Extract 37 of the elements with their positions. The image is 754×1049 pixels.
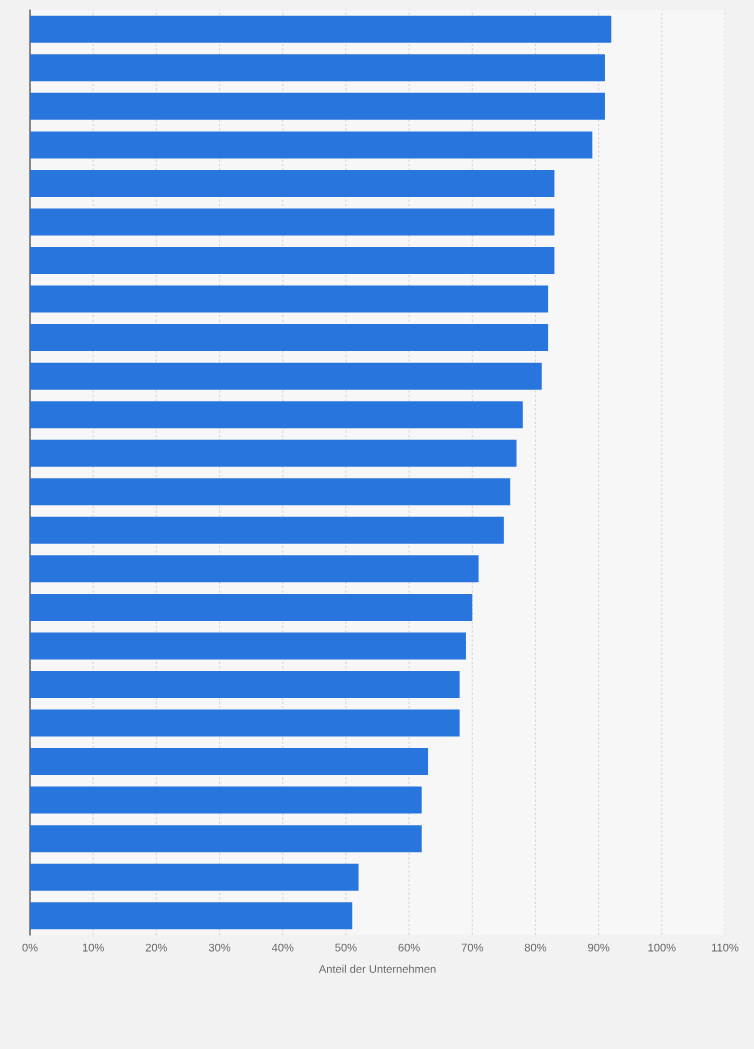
x-tick-label: 100%	[648, 943, 676, 952]
bar	[30, 15, 612, 43]
bar	[30, 863, 359, 891]
bar	[30, 54, 605, 82]
x-tick-label: 90%	[588, 943, 610, 952]
bar	[30, 632, 466, 660]
x-tick-label: 60%	[398, 943, 420, 952]
x-tick-label: 40%	[271, 943, 294, 952]
x-axis-title: Anteil der Unternehmen	[318, 964, 436, 973]
bar	[30, 902, 353, 930]
bar	[30, 401, 523, 429]
x-tick-label: 70%	[461, 943, 483, 952]
bar	[30, 748, 429, 776]
bar	[30, 555, 479, 583]
bar	[30, 92, 605, 120]
bar	[30, 709, 460, 737]
bar	[30, 131, 593, 159]
x-tick-label: 0%	[22, 943, 38, 952]
bar	[30, 247, 555, 275]
bar	[30, 593, 473, 621]
bar	[30, 324, 549, 352]
x-tick-label: 110%	[712, 943, 739, 952]
x-tick-label: 30%	[208, 943, 231, 952]
bar	[30, 169, 555, 197]
bar	[30, 285, 549, 313]
x-tick-label: 10%	[82, 943, 104, 952]
x-tick-label: 80%	[524, 943, 547, 952]
bar	[30, 825, 422, 853]
x-tick-label: 50%	[335, 943, 357, 952]
x-tick-label: 20%	[145, 943, 168, 952]
bar	[30, 786, 422, 814]
bar	[30, 439, 517, 467]
bar	[30, 208, 555, 236]
bar	[30, 670, 460, 698]
bar	[30, 362, 542, 390]
bar	[30, 478, 511, 506]
bar	[30, 516, 504, 544]
